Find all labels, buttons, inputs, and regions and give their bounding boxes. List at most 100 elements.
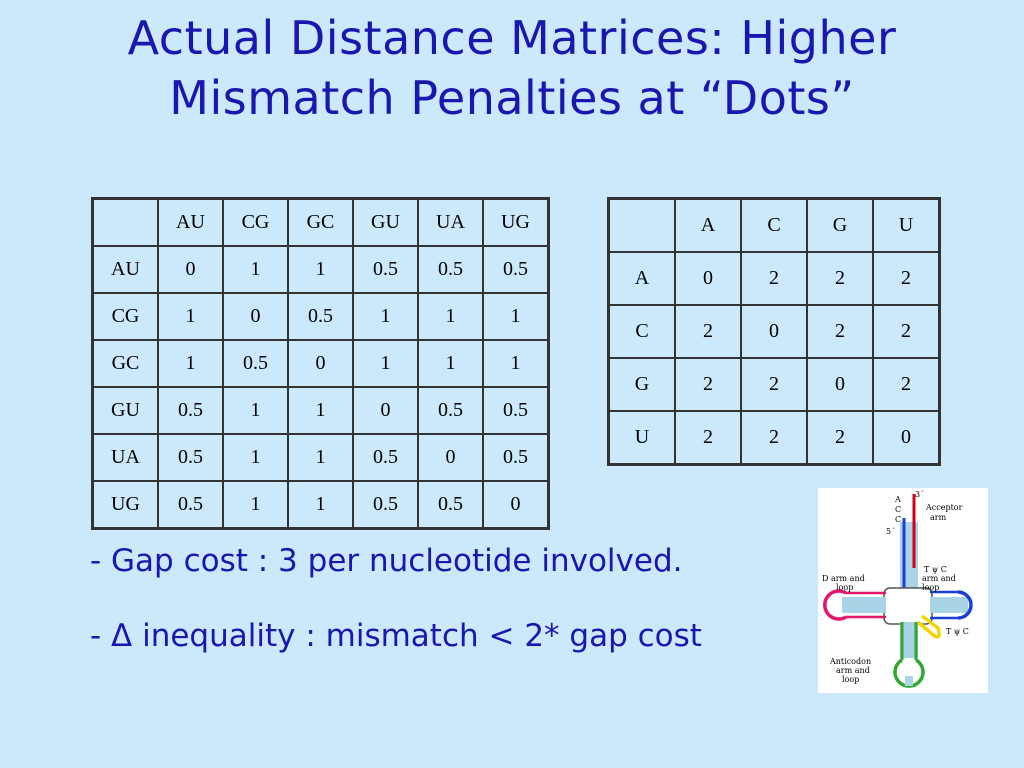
pair-header-cell: AU <box>157 197 224 247</box>
base-cell: 0 <box>740 304 808 359</box>
pair-row: UG 0.5 1 1 0.5 0.5 0 <box>91 480 550 530</box>
pair-row: AU 0 1 1 0.5 0.5 0.5 <box>91 245 550 294</box>
pair-cell: 0.5 <box>482 245 550 294</box>
t-loop <box>957 590 973 620</box>
gap-cost-bullet: - Gap cost : 3 per nucleotide involved. <box>90 543 683 579</box>
pair-cell: 1 <box>157 292 224 341</box>
base-cell: 0 <box>674 251 742 306</box>
pair-cell: 0.5 <box>352 433 419 482</box>
pair-row: GU 0.5 1 1 0 0.5 0.5 <box>91 386 550 435</box>
base-cell: 2 <box>740 251 808 306</box>
trna-diagram: 3´ A C C 5´ Acceptor arm D arm and loop … <box>822 490 973 688</box>
pair-cell: 1 <box>222 386 289 435</box>
trna-cloverleaf-figure: 3´ A C C 5´ Acceptor arm D arm and loop … <box>818 488 988 693</box>
t-arm-label-line2: arm and <box>922 574 956 583</box>
base-cell: 2 <box>806 304 874 359</box>
base-row: G 2 2 0 2 <box>607 357 941 412</box>
t-arm-label-line3: loop <box>922 583 939 592</box>
pair-cell: 1 <box>287 433 354 482</box>
title-line-2: Mismatch Penalties at “Dots” <box>169 71 855 125</box>
pair-cell: 0.5 <box>157 433 224 482</box>
pair-header-cell: GC <box>287 197 354 247</box>
pair-cell: 0 <box>482 480 550 530</box>
anticodon-label-line3: loop <box>842 675 859 684</box>
base-header-row: A C G U <box>607 197 941 253</box>
anticodon-loop <box>893 658 925 688</box>
pair-header-row: AU CG GC GU UA UG <box>91 197 550 247</box>
d-arm-stem <box>842 597 886 613</box>
base-cell: 2 <box>674 304 742 359</box>
three-prime-label: 3´ <box>915 490 924 499</box>
base-cell: 2 <box>740 410 808 466</box>
base-row: U 2 2 2 0 <box>607 410 941 466</box>
base-cell: 2 <box>674 410 742 466</box>
slide-title: Actual Distance Matrices: Higher Mismatc… <box>0 8 1024 128</box>
pair-cell: 0.5 <box>352 245 419 294</box>
pair-cell: 1 <box>417 339 484 388</box>
base-cell: 2 <box>872 304 941 359</box>
pair-row-label: AU <box>91 245 159 294</box>
anticodon-label-line1: Anticodon <box>829 657 871 666</box>
pair-row-label: UA <box>91 433 159 482</box>
t-arm-stem <box>930 597 968 613</box>
anticodon-bases <box>905 676 913 686</box>
base-header-cell: G <box>806 197 874 253</box>
pair-cell: 1 <box>287 245 354 294</box>
acceptor-label-line2: arm <box>930 513 947 522</box>
pair-cell: 1 <box>287 480 354 530</box>
base-row-label: U <box>607 410 676 466</box>
anticodon-stem <box>900 622 918 658</box>
base-cell: 2 <box>806 251 874 306</box>
base-cell: 0 <box>872 410 941 466</box>
pair-cell: 1 <box>157 339 224 388</box>
pair-cell: 1 <box>352 339 419 388</box>
pair-cell: 0.5 <box>352 480 419 530</box>
pair-cell: 1 <box>482 292 550 341</box>
base-row-label: G <box>607 357 676 412</box>
terminal-c1-label: C <box>895 505 901 514</box>
t-arm-label-line1: T ψ C <box>924 565 947 574</box>
title-line-1: Actual Distance Matrices: Higher <box>127 11 897 65</box>
pair-cell: 1 <box>482 339 550 388</box>
pair-cell: 0 <box>287 339 354 388</box>
pair-header-cell: CG <box>222 197 289 247</box>
terminal-a-label: A <box>894 495 901 504</box>
acceptor-label-line1: Acceptor <box>925 503 963 512</box>
pair-cell: 1 <box>352 292 419 341</box>
pair-cell: 0 <box>157 245 224 294</box>
terminal-c2-label: C <box>895 515 901 524</box>
triangle-inequality-bullet: - Δ inequality : mismatch < 2* gap cost <box>90 618 702 654</box>
pair-cell: 0 <box>417 433 484 482</box>
base-cell: 2 <box>674 357 742 412</box>
pair-cell: 0.5 <box>222 339 289 388</box>
pair-header-cell: UA <box>417 197 484 247</box>
base-row: C 2 0 2 2 <box>607 304 941 359</box>
d-arm-label-line2: loop <box>836 583 853 592</box>
pair-row-label: GU <box>91 386 159 435</box>
base-header-cell: C <box>740 197 808 253</box>
base-header-cell: U <box>872 197 941 253</box>
pair-cell: 1 <box>222 245 289 294</box>
pair-cell: 0.5 <box>157 386 224 435</box>
d-arm-label-line1: D arm and <box>822 574 865 583</box>
base-row: A 0 2 2 2 <box>607 251 941 306</box>
base-header-cell <box>607 197 676 253</box>
pair-header-cell: UG <box>482 197 550 247</box>
base-pair-distance-matrix: AU CG GC GU UA UG AU 0 1 1 0.5 0.5 0.5 C… <box>91 197 550 530</box>
base-row-label: A <box>607 251 676 306</box>
pair-row-label: GC <box>91 339 159 388</box>
base-header-cell: A <box>674 197 742 253</box>
t-psi-c-label: T ψ C <box>946 627 969 636</box>
pair-cell: 1 <box>222 480 289 530</box>
pair-row: CG 1 0 0.5 1 1 1 <box>91 292 550 341</box>
base-row-label: C <box>607 304 676 359</box>
base-cell: 0 <box>806 357 874 412</box>
pair-header-cell <box>91 197 159 247</box>
base-cell: 2 <box>872 251 941 306</box>
pair-header-cell: GU <box>352 197 419 247</box>
base-cell: 2 <box>806 410 874 466</box>
pair-row: GC 1 0.5 0 1 1 1 <box>91 339 550 388</box>
nucleotide-distance-matrix: A C G U A 0 2 2 2 C 2 0 2 2 G 2 2 0 2 U … <box>607 197 941 466</box>
variable-loop <box>916 614 941 639</box>
pair-cell: 0.5 <box>157 480 224 530</box>
